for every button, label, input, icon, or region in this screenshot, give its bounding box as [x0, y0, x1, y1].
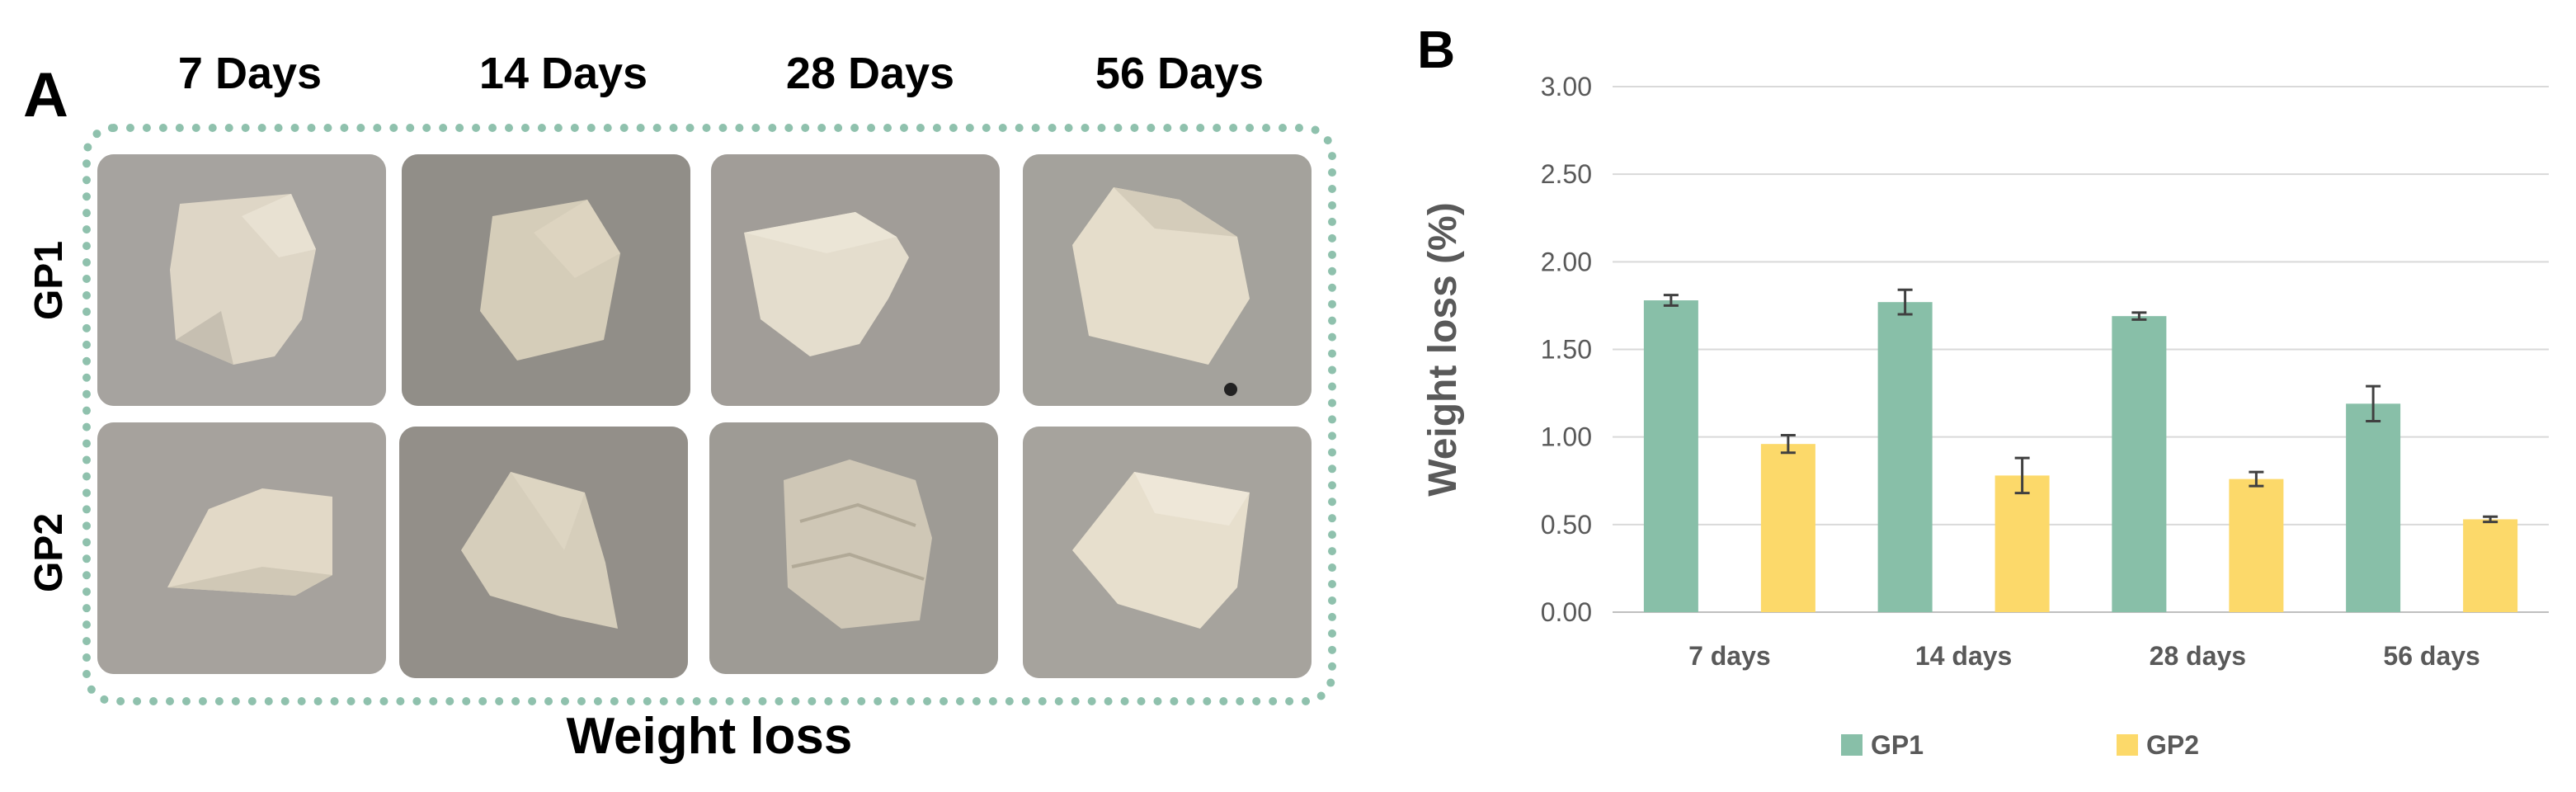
x-tick-label: 7 days: [1688, 641, 1771, 671]
column-header-14-days: 14 Days: [478, 49, 648, 98]
bar-gp1-28-days: [2112, 316, 2167, 612]
x-tick-label: 14 days: [1915, 641, 2012, 671]
photo-gp1-28-days: [711, 154, 1000, 406]
y-tick-label: 2.50: [1541, 159, 1592, 189]
y-tick-label: 1.50: [1541, 335, 1592, 365]
photo-gp1-14-days: [402, 154, 690, 406]
legend-swatch-gp2: [2117, 734, 2138, 756]
bar-gp2-56-days: [2463, 519, 2518, 612]
photo-gp2-28-days: [709, 422, 998, 674]
y-tick-label: 1.00: [1541, 422, 1592, 452]
bar-gp2-14-days: [1994, 475, 2050, 612]
photo-gp2-56-days: [1023, 427, 1312, 678]
panel-a-caption: Weight loss: [566, 708, 853, 765]
y-tick-label: 3.00: [1541, 72, 1592, 101]
x-tick-label: 56 days: [2383, 641, 2479, 671]
panel-a-letter: A: [23, 60, 68, 130]
bar-gp2-28-days: [2229, 478, 2284, 612]
weight-loss-bar-chart: 0.00 0.50 1.00 1.50 2.00 2.50 3.00 Weight loss …: [1421, 72, 2549, 760]
row-header-gp2: GP2: [27, 512, 71, 593]
bar-gp2-7-days: [1760, 444, 1815, 612]
x-tick-label: 28 days: [2150, 641, 2246, 671]
y-tick-label: 0.00: [1541, 597, 1592, 627]
column-header-56-days: 56 Days: [1095, 49, 1264, 98]
y-axis-label: Weight loss (%): [1421, 202, 1465, 496]
photo-gp2-14-days: [399, 427, 688, 678]
panel-b-letter: B: [1417, 20, 1456, 79]
photo-gp2-7-days: [97, 422, 386, 674]
bar-gp1-7-days: [1643, 300, 1698, 612]
bar-gp1-56-days: [2346, 403, 2401, 612]
specimen-photo-frame: [82, 124, 1336, 705]
y-tick-label: 0.50: [1541, 510, 1592, 540]
photo-gp1-7-days: [97, 154, 386, 406]
column-header-28-days: 28 Days: [785, 49, 955, 98]
column-header-7-days: 7 Days: [177, 49, 323, 98]
y-tick-label: 2.00: [1541, 247, 1592, 276]
photo-gp1-56-days: [1023, 154, 1312, 406]
legend-swatch-gp1: [1841, 734, 1863, 756]
legend-label-gp2: GP2: [2146, 730, 2199, 760]
row-header-gp1: GP1: [27, 240, 71, 321]
legend-label-gp1: GP1: [1871, 730, 1924, 760]
bar-gp1-14-days: [1877, 302, 1933, 612]
